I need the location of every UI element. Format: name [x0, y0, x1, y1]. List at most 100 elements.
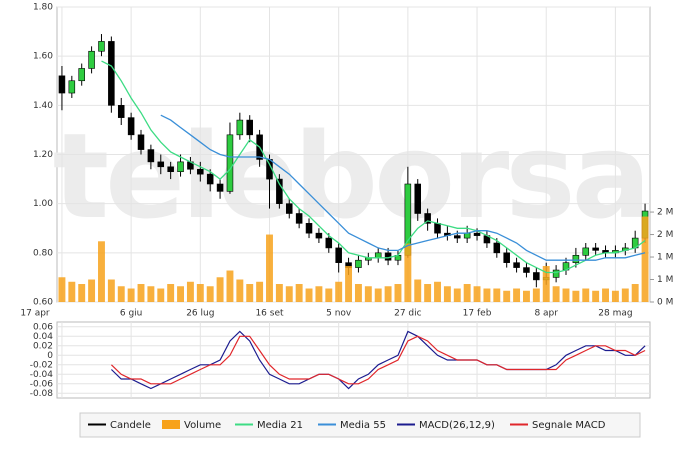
y-tick-label: 0.02: [33, 341, 53, 351]
volume-bar: [186, 281, 194, 302]
candle-body: [355, 259, 362, 268]
candle-body: [463, 232, 471, 239]
volume-bar: [68, 281, 76, 302]
volume-bar: [364, 286, 372, 302]
volume-bar: [325, 288, 333, 302]
x-tick-label: 27 dic: [394, 309, 422, 319]
candle-body: [384, 252, 392, 261]
volume-bar: [315, 286, 323, 302]
legend-swatch: [162, 420, 180, 429]
candle-body: [434, 223, 441, 234]
volume-bar: [602, 288, 609, 302]
candle-body: [305, 223, 313, 234]
y-tick-label: 0.60: [33, 298, 53, 308]
candle-body: [335, 247, 342, 263]
volume-bar: [641, 216, 649, 302]
volume-bar: [246, 284, 254, 302]
candle-body: [374, 252, 382, 259]
volume-bar: [236, 279, 244, 302]
x-tick-label: 17 apr: [20, 309, 50, 319]
volume-bar: [345, 266, 353, 302]
volume-bar: [522, 290, 530, 302]
y-tick-label: 0.06: [33, 322, 53, 332]
volume-bar: [513, 288, 521, 302]
candle-body: [523, 267, 530, 273]
volume-bar: [394, 284, 402, 302]
volume-bar: [147, 286, 155, 302]
volume-bar: [177, 286, 185, 302]
volume-bar: [384, 286, 392, 302]
volume-bar: [117, 286, 125, 302]
volume-bar: [98, 241, 105, 302]
candle-body: [147, 149, 155, 163]
volume-bar: [295, 284, 303, 302]
volume-bar: [157, 288, 165, 302]
candle-body: [315, 232, 323, 239]
candle-body: [592, 247, 599, 251]
volume-bar: [266, 234, 273, 302]
y-tick-label: 1.60: [33, 52, 53, 62]
candle-body: [503, 252, 510, 263]
legend-label: Segnale MACD: [532, 420, 606, 431]
volume-bar: [582, 288, 590, 302]
volume-bar: [275, 284, 283, 302]
volume-bar: [532, 288, 540, 302]
volume-bar: [463, 284, 471, 302]
volume-bar: [443, 286, 451, 302]
volume-bar: [305, 288, 313, 302]
series-line: [110, 330, 646, 390]
legend-label: Candele: [110, 420, 151, 431]
volume-bar: [621, 288, 629, 302]
y2-tick-label: 1 M: [657, 275, 673, 285]
volume-bar: [206, 286, 214, 302]
volume-bar: [58, 277, 66, 302]
x-tick-label: 26 lug: [186, 309, 214, 319]
candle-body: [493, 242, 501, 254]
volume-bar: [256, 281, 264, 302]
volume-bar: [434, 281, 441, 302]
series-line: [160, 114, 646, 261]
volume-bar: [473, 286, 481, 302]
volume-bar: [88, 279, 96, 302]
candle-body: [78, 68, 85, 82]
x-tick-label: 28 mag: [598, 309, 632, 319]
candle-body: [68, 80, 76, 94]
y-tick-label: -0.06: [30, 379, 54, 389]
volume-bar: [127, 288, 135, 302]
candle-body: [533, 272, 540, 281]
volume-bar: [542, 266, 550, 302]
volume-bar: [78, 284, 86, 302]
volume-bar: [631, 284, 639, 302]
volume-bar: [167, 284, 175, 302]
y-tick-label: -0.08: [30, 389, 54, 399]
candle-body: [117, 105, 125, 118]
y-tick-label: -0.02: [30, 360, 53, 370]
volume-bar: [285, 286, 293, 302]
volume-bar: [572, 290, 580, 302]
watermark: teleborsa: [53, 107, 648, 245]
candle-body: [137, 134, 145, 150]
volume-bar: [453, 288, 461, 302]
volume-bar: [483, 288, 491, 302]
y2-tick-label: 2 M: [657, 230, 673, 240]
volume-bar: [562, 288, 570, 302]
candle-body: [236, 119, 244, 136]
candle-body: [473, 232, 481, 236]
macd-panel: [56, 321, 651, 399]
volume-bar: [503, 290, 511, 302]
candle-body: [58, 75, 66, 94]
y-tick-label: 0.80: [33, 248, 53, 258]
y2-tick-label: 0 M: [657, 298, 673, 308]
volume-bar: [137, 284, 145, 302]
plot-layer: 17 apr 6 giu 26 lug 16 set 5 nov 27 dic 17 feb…: [20, 3, 673, 399]
volume-bar: [335, 281, 343, 302]
candle-body: [127, 117, 135, 136]
volume-bar: [424, 284, 432, 302]
volume-bar: [196, 284, 204, 302]
y-tick-label: 0.04: [33, 332, 53, 342]
candle-body: [206, 173, 214, 185]
series-line: [110, 335, 646, 385]
x-tick-label: 8 apr: [534, 309, 558, 319]
candle-body: [582, 247, 590, 256]
